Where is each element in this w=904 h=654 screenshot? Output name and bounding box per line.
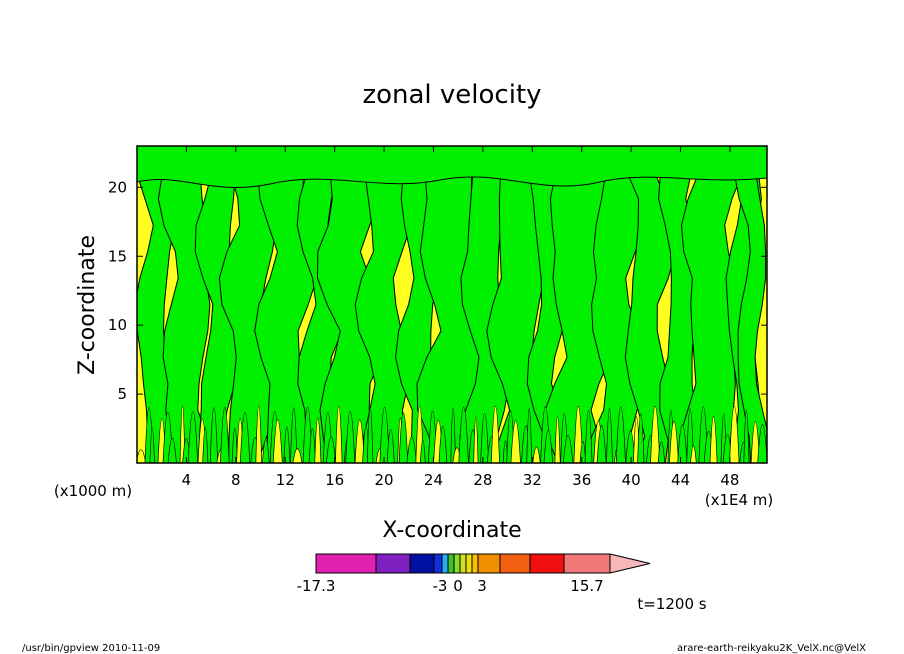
colorbar-bin [477, 553, 501, 574]
x-axis-label: X-coordinate [382, 518, 521, 543]
colorbar-bin [375, 553, 411, 574]
contour-cell [584, 410, 593, 463]
x-tick-label: 24 [424, 471, 443, 489]
y-unit-label: (x1000 m) [54, 482, 132, 500]
contour-cell [615, 406, 626, 463]
contour-top-band [137, 146, 767, 188]
contour-cell [255, 405, 263, 463]
contour-cell [729, 406, 740, 463]
contour-cell [554, 416, 561, 463]
contour-cell [314, 417, 322, 463]
footer-left: /usr/bin/gpview 2010-11-09 [22, 643, 160, 654]
contour-cell [272, 419, 283, 463]
contour-cell [202, 427, 209, 463]
colorbar-tick-label: -17.3 [297, 577, 336, 595]
contour-band [658, 146, 706, 463]
colorbar-bin [315, 553, 377, 574]
x-unit-label: (x1E4 m) [705, 491, 774, 509]
colorbar-extend-arrow [609, 553, 651, 574]
x-tick-label: 48 [720, 471, 739, 489]
contour-cell [149, 427, 155, 463]
y-axis-label: Z-coordinate [75, 235, 100, 375]
colorbar-bin [409, 553, 435, 574]
colorbar-tick-label: 3 [477, 577, 487, 595]
colorbar-bin [447, 553, 455, 574]
contour-cell [526, 408, 533, 463]
contour-cell [345, 410, 356, 463]
y-tick-label: 15 [108, 247, 127, 265]
y-tick-label: 20 [108, 178, 127, 196]
contour-cell [637, 413, 645, 463]
x-tick-label: 40 [622, 471, 641, 489]
contour-cell [220, 407, 230, 463]
x-tick-label: 36 [572, 471, 591, 489]
x-tick-label: 28 [473, 471, 492, 489]
colorbar-tick-label: -3 [433, 577, 448, 595]
contour-band [526, 146, 572, 463]
contour-cell [187, 411, 199, 463]
colorbar-bin [433, 553, 443, 574]
y-tick-label: 10 [108, 316, 127, 334]
contour-cell [543, 429, 553, 463]
colorbar-bin [453, 553, 461, 574]
contour-cell [473, 416, 479, 463]
contour-cell [606, 408, 613, 463]
colorbar-bin [563, 553, 611, 574]
x-tick-label: 20 [375, 471, 394, 489]
time-label: t=1200 s [637, 595, 706, 613]
contour-cell [743, 409, 750, 463]
x-tick-label: 4 [182, 471, 192, 489]
y-tick-label: 5 [117, 385, 127, 403]
colorbar-bin [499, 553, 531, 574]
colorbar-bin [471, 553, 479, 574]
colorbar-tick-label: 15.7 [570, 577, 603, 595]
x-tick-label: 32 [523, 471, 542, 489]
x-tick-label: 8 [231, 471, 241, 489]
colorbar: -17.3 -3 0 3 15.7 [297, 553, 651, 595]
x-tick-label: 12 [276, 471, 295, 489]
y-axis: 5 10 15 20 [108, 178, 767, 403]
contour-cell [709, 415, 718, 463]
contour-cell [438, 426, 448, 463]
contour-cell [239, 411, 251, 463]
colorbar-bin [441, 553, 449, 574]
contour-cell [510, 420, 521, 463]
x-tick-label: 44 [671, 471, 690, 489]
contour-cell [335, 406, 343, 463]
contour-band [733, 146, 767, 463]
contour-cell [283, 426, 291, 463]
plot-frame [136, 145, 768, 464]
x-tick-label: 16 [325, 471, 344, 489]
contour-cell [209, 407, 218, 463]
contour-cell [386, 428, 395, 463]
colorbar-bin [465, 553, 473, 574]
contour-cell [490, 406, 500, 463]
chart-title: zonal velocity [362, 80, 541, 110]
contour-cell [596, 425, 607, 463]
contour-bands [137, 146, 767, 463]
contour-cell [366, 407, 374, 463]
colorbar-bin [459, 553, 467, 574]
footer-right: arare-earth-reikyaku2K_VelX.nc@VelX [677, 643, 866, 654]
x-axis: 4 8 12 16 20 24 28 32 36 40 44 48 [182, 146, 739, 489]
colorbar-bin [529, 553, 565, 574]
contour-turbulent-layer [137, 405, 767, 463]
contour-cell [458, 406, 469, 463]
colorbar-tick-label: 0 [453, 577, 463, 595]
